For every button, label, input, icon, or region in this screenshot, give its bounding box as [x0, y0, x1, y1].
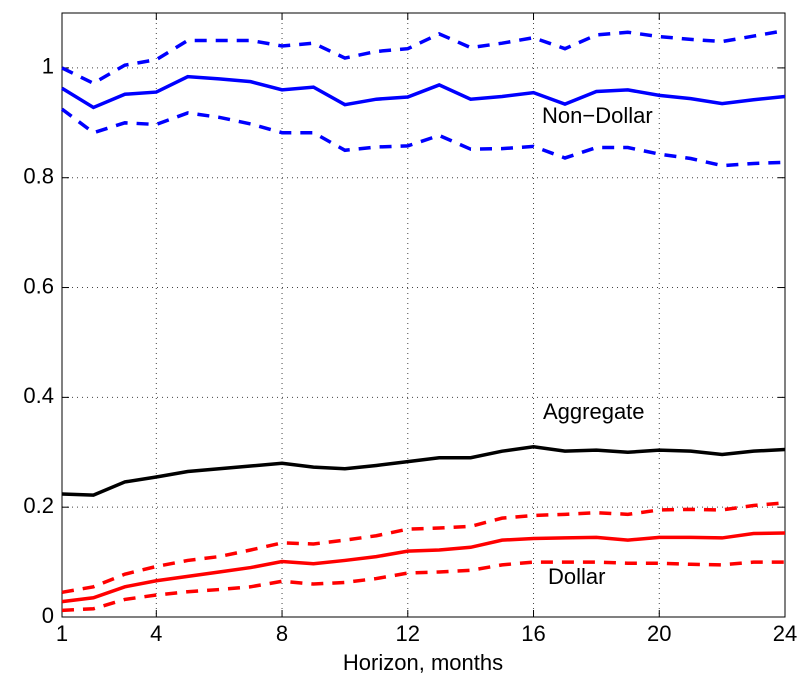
series-label: Aggregate	[543, 399, 645, 424]
x-tick-label: 12	[396, 621, 420, 646]
series-line	[61, 74, 786, 110]
y-tick-label: 0.2	[23, 493, 54, 518]
x-axis-label: Horizon, months	[343, 650, 503, 675]
series-label: Dollar	[548, 564, 605, 589]
y-tick-label: 0.6	[23, 273, 54, 298]
series-line	[61, 531, 786, 604]
x-tick-label: 4	[150, 621, 162, 646]
x-tick-label: 24	[773, 621, 797, 646]
y-tick-label: 0.8	[23, 164, 54, 189]
band-line	[61, 560, 785, 613]
x-tick-label: 16	[521, 621, 545, 646]
plot-frame	[61, 12, 786, 618]
band-line	[61, 28, 786, 86]
y-tick-label: 1	[42, 54, 54, 79]
band-line	[60, 107, 786, 168]
x-tick-label: 8	[276, 621, 288, 646]
band-line	[61, 501, 786, 595]
x-tick-label: 20	[647, 621, 671, 646]
series-label: Non−Dollar	[542, 103, 653, 128]
series-line	[61, 445, 786, 497]
y-tick-label: 0	[42, 603, 54, 628]
y-tick-label: 0.4	[23, 383, 54, 408]
x-tick-label: 1	[56, 621, 68, 646]
